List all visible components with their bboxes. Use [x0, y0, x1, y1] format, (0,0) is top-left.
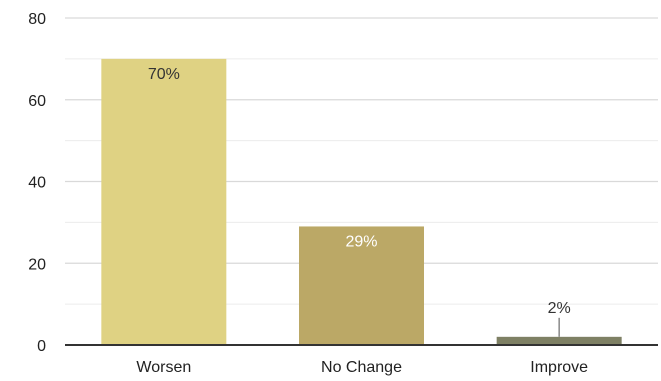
data-label: 29% — [345, 233, 377, 250]
data-labels: 70% 29% 2% — [148, 66, 571, 337]
y-tick-label: 20 — [28, 256, 46, 273]
y-tick-label: 80 — [28, 11, 46, 28]
y-tick-label: 40 — [28, 175, 46, 192]
bar-no-change — [299, 226, 424, 345]
data-label: 2% — [548, 300, 571, 317]
bars — [101, 58, 622, 345]
y-tick-label: 60 — [28, 93, 46, 110]
x-category-label: Worsen — [136, 359, 191, 376]
data-label: 70% — [148, 66, 180, 83]
x-category-label: No Change — [321, 359, 402, 376]
x-category-label: Improve — [530, 359, 588, 376]
x-axis-labels: Worsen No Change Improve — [136, 359, 588, 376]
bar-improve — [496, 336, 622, 345]
bar-worsen — [101, 58, 227, 345]
y-axis-ticks: 0 20 40 60 80 — [28, 11, 46, 355]
y-tick-label: 0 — [37, 338, 46, 355]
